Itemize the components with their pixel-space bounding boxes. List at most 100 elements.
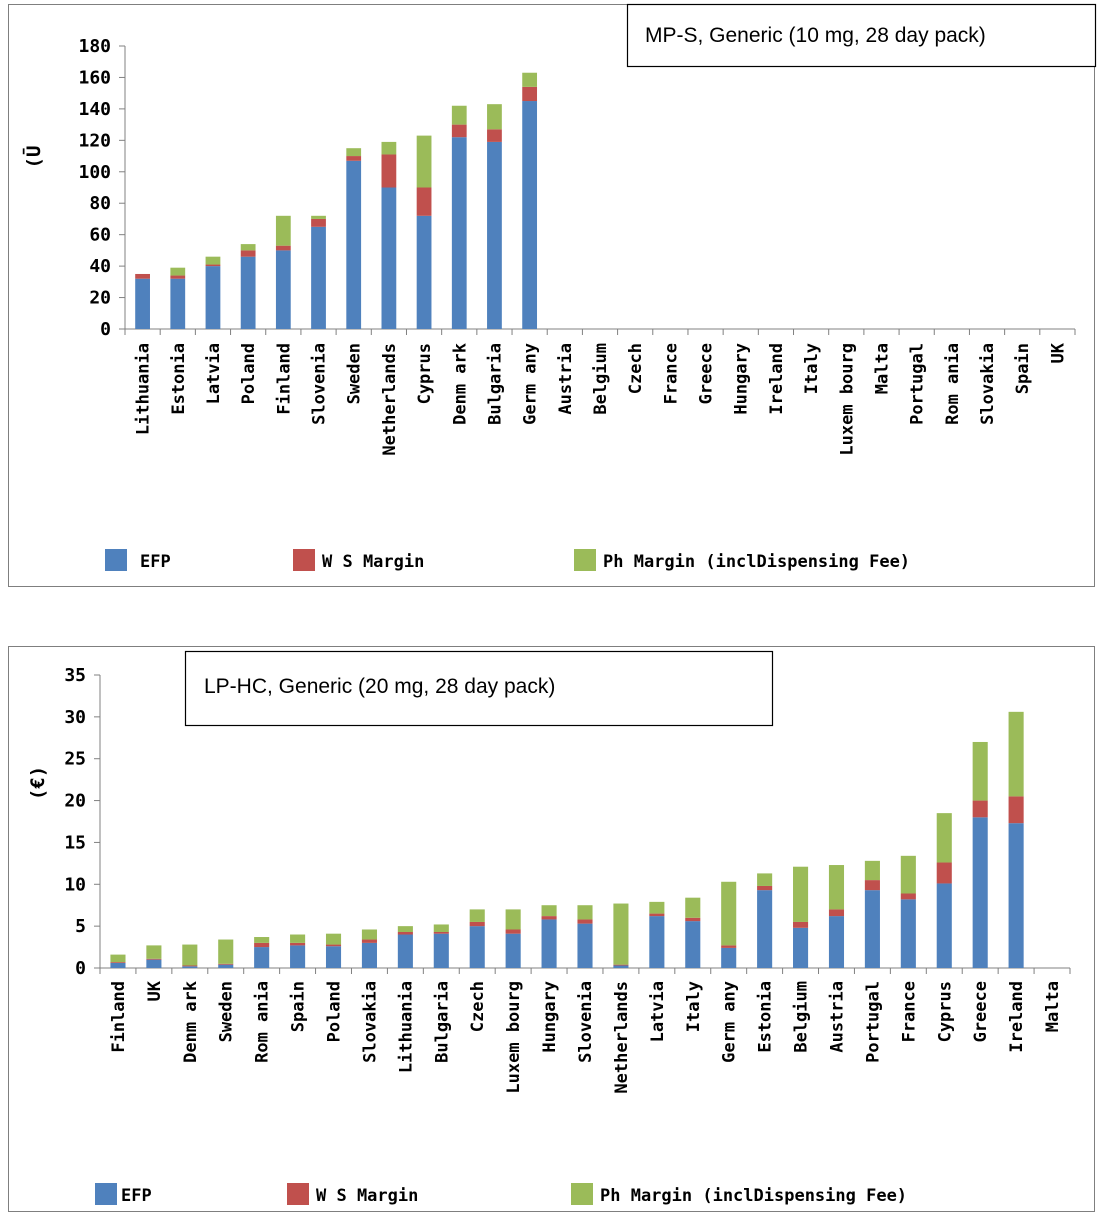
y-axis-title: (€) [27,766,49,800]
x-tick-label: Cyprus [935,981,955,1042]
x-tick-label: Denm ark [450,343,470,425]
x-tick-label: Spain [289,981,309,1032]
bar-segment [311,218,326,227]
x-tick-label: Belgium [792,981,812,1053]
y-axis-title: (Ū [22,146,45,169]
x-tick-label: Austria [556,343,576,415]
bar-segment [487,104,502,130]
bar-segment [254,937,270,943]
x-tick-label: Lithuania [396,981,416,1073]
x-tick-label: Austria [827,981,847,1053]
y-tick-label: 80 [89,193,111,214]
bar-segment [469,909,485,922]
y-tick-label: 0 [75,958,86,979]
bar-segment [541,919,557,968]
x-tick-label: Netherlands [380,343,400,456]
legend-swatch [574,549,596,571]
bar-segment [451,124,467,138]
x-tick-label: Italy [684,981,704,1032]
x-tick-label: Sweden [217,981,237,1042]
bar-segment [487,129,502,142]
y-tick-label: 20 [89,288,111,309]
bar-segment [325,946,342,968]
bar-segment [757,890,773,968]
bar-segment [275,250,291,329]
bar-segment [381,154,397,188]
bar-segment [290,934,306,943]
bar-segment [397,934,413,968]
bar-segment [505,909,521,930]
bar-segment [451,137,467,329]
legend-label: W S Margin [316,1186,418,1206]
x-tick-label: Luxem bourg [504,981,524,1094]
bar-segment [240,256,256,329]
x-tick-label: Ireland [1007,981,1027,1053]
bar-segment [451,105,467,125]
bar-segment [182,944,198,966]
x-tick-label: Hungary [732,343,752,415]
chart-title-box [626,3,1097,68]
bar-segment [972,741,988,801]
x-tick-label: Hungary [540,981,560,1053]
bar-segment [110,954,126,963]
bar-segment [1008,823,1024,968]
x-tick-label: Malta [872,343,892,394]
legend-swatch [105,549,127,571]
bar-segment [182,966,198,968]
bar-segment [325,944,342,947]
bar-segment [613,903,629,965]
legend-label: Ph Margin (inclDispensing Fee) [603,552,910,572]
chart-lphc-generic: 0 5 10 15 20 25 30 35 Finland UK Denm ark Sweden Rom… [8,646,1095,1212]
bar-segment [685,921,701,968]
bar-segment [433,933,449,968]
x-tick-label: Rom ania [943,343,963,425]
bar-segment [522,86,538,102]
chart-mps-generic: 0 20 40 60 80 100 120 140 160 180 Lithuania Estonia… [8,3,1097,587]
bar-segment [864,860,880,881]
x-tick-label: Bulgaria [432,981,452,1063]
legend-label: Ph Margin (inclDispensing Fee) [600,1186,907,1206]
x-tick-label: Italy [802,343,822,394]
bar-segment [346,148,362,157]
x-tick-label: Greece [697,343,717,404]
bar-segment [1008,711,1024,797]
x-tick-label: Finland [274,343,294,415]
bar-segment [541,905,557,917]
bar-segment [205,264,221,267]
bar-segment [361,939,377,943]
bar-segment [218,964,234,968]
bar-segment [936,862,952,884]
bar-segment [170,275,186,279]
bar-segment [577,923,593,968]
x-tick-label: Czech [468,981,488,1032]
x-tick-label: UK [1048,342,1068,363]
x-tick-label: Slovenia [576,981,596,1063]
bar-segment [757,885,773,891]
y-tick-label: 0 [100,319,111,340]
bar-segment [346,156,362,161]
x-tick-label: Ireland [767,343,787,415]
bar-segment [469,921,485,927]
bar-segment [757,873,773,886]
chart-title: LP-HC, Generic (20 mg, 28 day pack) [204,675,555,698]
x-tick-label: Denm ark [181,981,201,1063]
bar-segment [416,135,432,188]
bar-segment [541,916,557,920]
x-tick-label: France [899,981,919,1042]
x-tick-label: Finland [109,981,129,1053]
bar-segment [505,929,521,934]
x-tick-label: Germ any [521,343,541,425]
bar-segment [1008,796,1024,824]
legend-swatch [571,1183,593,1205]
bar-segment [110,962,126,963]
x-tick-label: Sweden [345,343,365,404]
bar-segment [900,893,916,900]
bar-segment [218,939,234,964]
bar-segment [290,945,306,968]
bar-segment [900,899,916,968]
x-tick-label: Rom ania [253,981,273,1063]
bar-segment [311,215,326,219]
bar-segment [721,945,737,948]
bar-segment [828,865,845,910]
